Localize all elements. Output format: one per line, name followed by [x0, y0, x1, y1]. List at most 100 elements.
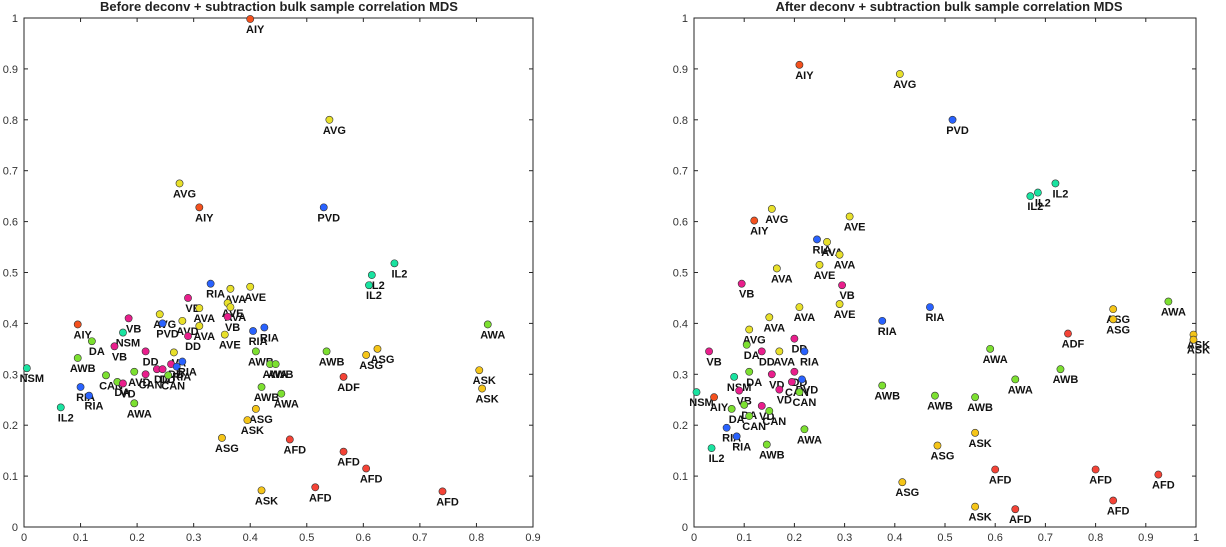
x-tick-label: 0.3: [186, 532, 201, 544]
x-tick-label: 0.6: [988, 532, 1003, 544]
point-label: AWA: [1161, 307, 1186, 319]
data-point: [948, 115, 957, 124]
x-tick-label: 0.8: [469, 532, 484, 544]
data-point: [971, 393, 980, 402]
data-point: [164, 371, 173, 380]
data-point: [1056, 365, 1065, 374]
point-label: AVG: [173, 188, 196, 200]
data-point: [762, 440, 771, 449]
point-label: AIY: [246, 24, 265, 36]
data-point: [735, 386, 744, 395]
point-label: IL2: [1027, 201, 1043, 213]
data-point: [765, 313, 774, 322]
data-point: [438, 487, 447, 496]
point-label: AWB: [874, 390, 900, 402]
point-label: AVA: [834, 260, 856, 272]
point-label: NSM: [20, 373, 44, 385]
point-label: AWA: [983, 354, 1008, 366]
y-tick-label: 0: [682, 522, 688, 534]
data-point: [835, 300, 844, 308]
data-point: [745, 367, 754, 376]
point-label: RIA: [85, 401, 104, 413]
point-label: AWB: [967, 402, 993, 414]
point-label: ASK: [1187, 345, 1210, 357]
data-point: [926, 303, 934, 312]
data-point: [87, 337, 96, 346]
y-tick-label: 0.2: [673, 420, 688, 432]
point-label: AWB: [319, 356, 345, 368]
data-point: [85, 391, 93, 400]
data-point: [56, 403, 65, 412]
data-point: [184, 332, 192, 341]
point-label: RIA: [732, 441, 751, 453]
data-point: [971, 428, 980, 437]
data-point: [823, 238, 831, 246]
data-point: [322, 347, 331, 356]
data-point: [710, 393, 718, 402]
data-point: [1109, 315, 1118, 324]
point-label: RIA: [206, 289, 225, 301]
x-tick-label: 0.1: [737, 532, 752, 544]
data-point: [757, 401, 766, 410]
point-label: RIA: [260, 332, 279, 344]
data-point: [483, 320, 492, 329]
point-label: DA: [89, 346, 105, 358]
point-label: AWB: [1053, 374, 1079, 386]
data-point: [790, 367, 799, 376]
point-label: DD: [143, 356, 159, 368]
data-point: [931, 391, 939, 400]
point-label: AVA: [764, 322, 786, 334]
x-tick-label: 0.4: [243, 532, 258, 544]
x-tick-label: 0.5: [299, 532, 314, 544]
y-tick-label: 0.9: [673, 64, 688, 76]
data-point: [795, 303, 804, 312]
y-tick-label: 1: [682, 13, 688, 25]
data-point: [195, 304, 204, 313]
data-point: [362, 464, 371, 473]
y-tick-label: 0.6: [673, 217, 688, 229]
point-label: CAN: [762, 416, 786, 428]
point-label: AWB: [927, 401, 953, 413]
data-point: [475, 366, 484, 375]
y-tick-label: 0.4: [673, 318, 688, 330]
point-label: AWB: [759, 450, 785, 462]
point-label: IL2: [1035, 198, 1051, 210]
point-label: ASG: [249, 414, 273, 426]
point-label: ASG: [215, 443, 239, 455]
data-point: [1189, 335, 1198, 344]
data-point: [1154, 470, 1163, 479]
data-point: [790, 334, 799, 343]
x-tick-label: 0.8: [1088, 532, 1103, 544]
data-point: [722, 423, 731, 432]
data-point: [705, 347, 713, 356]
y-tick-label: 1: [12, 13, 18, 25]
data-point: [478, 384, 486, 393]
point-label: AVG: [765, 214, 788, 226]
point-label: DB: [168, 369, 184, 381]
data-point: [158, 365, 167, 374]
point-label: ASK: [241, 425, 264, 437]
data-point: [226, 303, 235, 312]
point-label: AVE: [244, 292, 266, 304]
point-label: AFD: [1089, 474, 1112, 486]
data-point: [390, 259, 399, 268]
x-tick-label: 0.7: [1038, 532, 1053, 544]
point-label: ASG: [895, 487, 919, 499]
x-tick-label: 0.5: [937, 532, 952, 544]
data-point: [373, 344, 382, 353]
point-label: RIA: [813, 244, 832, 256]
data-point: [1064, 329, 1072, 338]
y-tick-label: 0.9: [3, 64, 18, 76]
data-point: [727, 405, 736, 413]
data-point: [838, 281, 846, 290]
point-label: AVA: [794, 312, 816, 324]
point-label: VD: [120, 388, 135, 400]
point-label: RIA: [800, 356, 819, 368]
data-point: [362, 351, 371, 359]
data-point: [325, 115, 334, 124]
point-label: DA: [746, 377, 762, 389]
y-tick-label: 0.1: [673, 471, 688, 483]
data-point: [195, 203, 204, 212]
data-point: [745, 412, 754, 420]
